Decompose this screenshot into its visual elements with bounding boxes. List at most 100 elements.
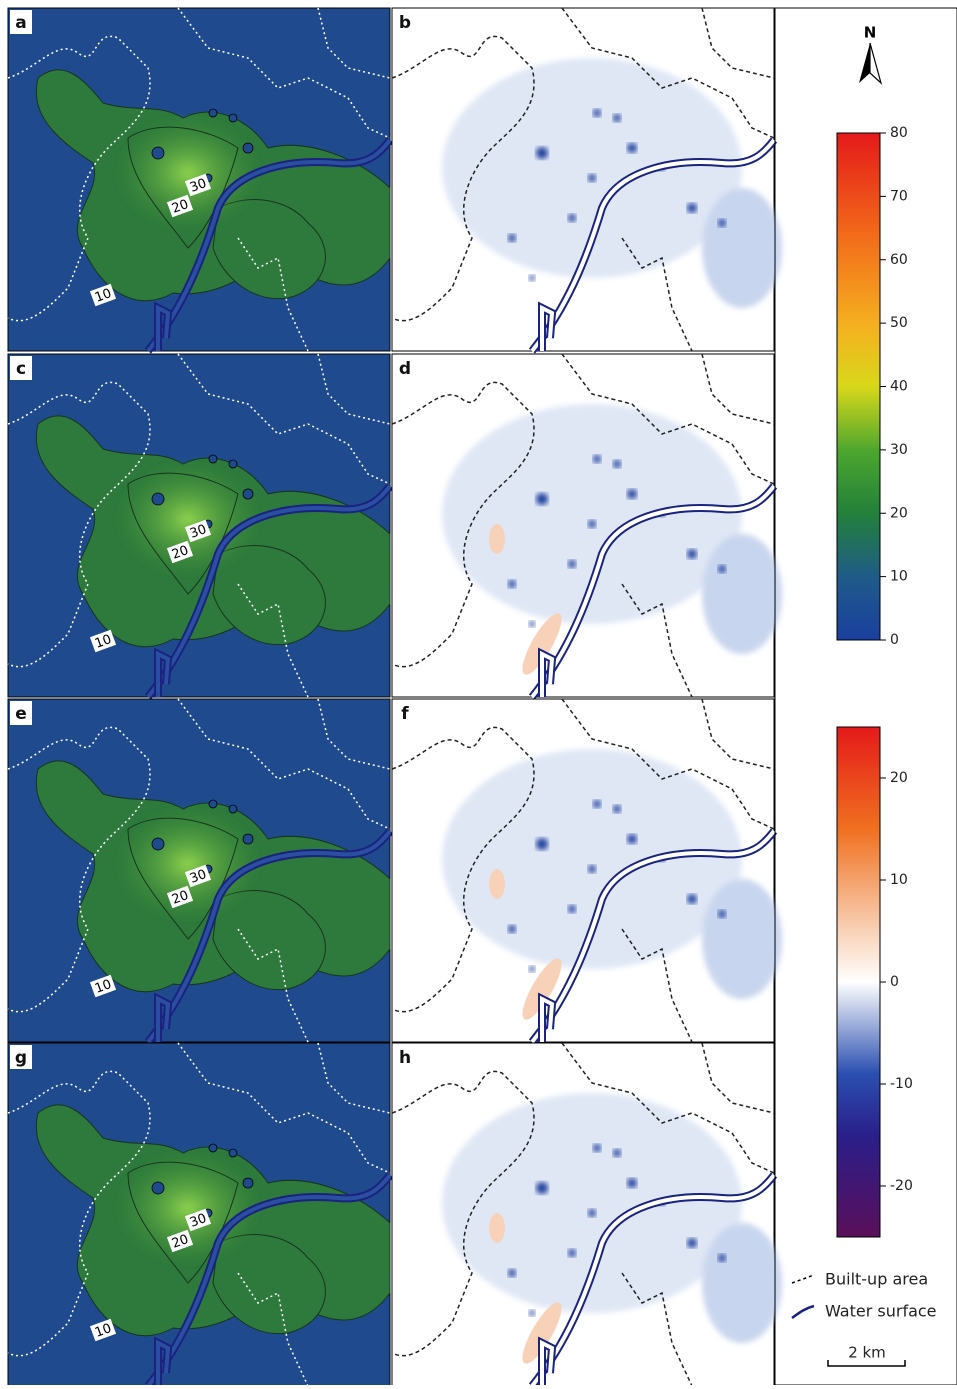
cool-spot: [508, 1269, 516, 1277]
cool-spot: [718, 910, 726, 918]
cool-spot: [536, 1182, 548, 1194]
cool-spot: [152, 147, 164, 159]
cool-spot: [243, 1178, 253, 1188]
cooling-area: [702, 534, 782, 654]
north-label: N: [864, 24, 877, 42]
cool-spot: [209, 109, 217, 117]
cool-spot: [529, 621, 535, 627]
cool-spot: [229, 460, 237, 468]
warming-area: [489, 869, 505, 899]
colorbar-tick-label: 10: [890, 569, 908, 585]
cool-spot: [568, 905, 576, 913]
colorbar-tick-label: 70: [890, 188, 908, 204]
cool-spot: [243, 489, 253, 499]
cool-spot: [536, 147, 548, 159]
warming-area: [489, 1213, 505, 1243]
colorbar-tick-label: 20: [890, 505, 908, 521]
cool-spot: [243, 834, 253, 844]
absolute-map-panel: c302010: [8, 354, 390, 697]
cool-spot: [229, 1149, 237, 1157]
colorbar: [837, 727, 880, 1237]
cool-spot: [588, 174, 596, 182]
cool-spot: [588, 1209, 596, 1217]
colorbar: [837, 133, 880, 640]
panel-label: f: [401, 704, 409, 724]
cool-spot: [508, 925, 516, 933]
colorbar-tick-label: 30: [890, 442, 908, 458]
cooling-area: [702, 188, 782, 308]
panel-label: b: [399, 13, 411, 33]
cool-spot: [593, 1144, 601, 1152]
cool-spot: [508, 234, 516, 242]
panel-label: g: [15, 1048, 27, 1068]
cool-spot: [718, 219, 726, 227]
cool-spot: [568, 560, 576, 568]
cool-spot: [718, 565, 726, 573]
cool-spot: [687, 1238, 697, 1248]
cool-spot: [529, 275, 535, 281]
panel-label: d: [399, 359, 411, 379]
cool-spot: [588, 520, 596, 528]
cool-spot: [229, 805, 237, 813]
difference-map-panel: b: [392, 8, 782, 351]
difference-map-panel: f: [392, 699, 782, 1042]
cool-spot: [529, 1310, 535, 1316]
cool-spot: [687, 203, 697, 213]
cool-spot: [593, 109, 601, 117]
cool-spot: [718, 1254, 726, 1262]
cooling-area: [702, 1223, 782, 1343]
cool-spot: [627, 143, 637, 153]
colorbar-tick-label: 50: [890, 315, 908, 331]
colorbar-tick-label: -20: [890, 1178, 913, 1194]
panel-label: c: [16, 359, 26, 379]
cool-spot: [152, 838, 164, 850]
colorbar-tick-label: 80: [890, 125, 908, 141]
warming-area: [489, 524, 505, 554]
scale-bar-label: 2 km: [848, 1344, 886, 1362]
cool-spot: [687, 549, 697, 559]
absolute-map-panel: e302010: [8, 699, 390, 1042]
cool-spot: [243, 143, 253, 153]
cool-spot: [613, 805, 621, 813]
cool-spot: [568, 214, 576, 222]
cool-spot: [627, 834, 637, 844]
colorbar-tick-label: 40: [890, 379, 908, 395]
panel-label: e: [15, 704, 27, 724]
colorbar-tick-label: 0: [890, 632, 899, 648]
colorbar-tick-label: -10: [890, 1076, 913, 1092]
cool-spot: [209, 455, 217, 463]
cool-spot: [613, 1149, 621, 1157]
legend-label: Built-up area: [825, 1270, 928, 1289]
cool-spot: [613, 114, 621, 122]
cool-spot: [536, 838, 548, 850]
panel-label: h: [399, 1048, 411, 1068]
cool-spot: [536, 493, 548, 505]
cool-spot: [687, 894, 697, 904]
cooling-area: [702, 879, 782, 999]
cool-spot: [627, 489, 637, 499]
figure: a302010 b c302010 d e302010 f g302010 h N 0 10 20 30…: [0, 0, 957, 1385]
cool-spot: [209, 1144, 217, 1152]
cool-spot: [593, 800, 601, 808]
cool-spot: [627, 1178, 637, 1188]
colorbar-tick-label: 60: [890, 252, 908, 268]
cool-spot: [529, 966, 535, 972]
colorbar-tick-label: 20: [890, 770, 908, 786]
legend-label: Water surface: [825, 1302, 937, 1321]
cool-spot: [152, 493, 164, 505]
page: { "panels": [ {"label": "a", "contour_la…: [0, 0, 957, 1385]
cool-spot: [508, 580, 516, 588]
cool-spot: [613, 460, 621, 468]
cool-spot: [568, 1249, 576, 1257]
difference-map-panel: d: [392, 354, 782, 697]
colorbar-tick-label: 0: [890, 974, 899, 990]
colorbar-tick-label: 10: [890, 872, 908, 888]
cool-spot: [209, 800, 217, 808]
cool-spot: [588, 865, 596, 873]
cool-spot: [152, 1182, 164, 1194]
cool-spot: [229, 114, 237, 122]
difference-map-panel: h: [392, 1043, 782, 1385]
cool-spot: [593, 455, 601, 463]
